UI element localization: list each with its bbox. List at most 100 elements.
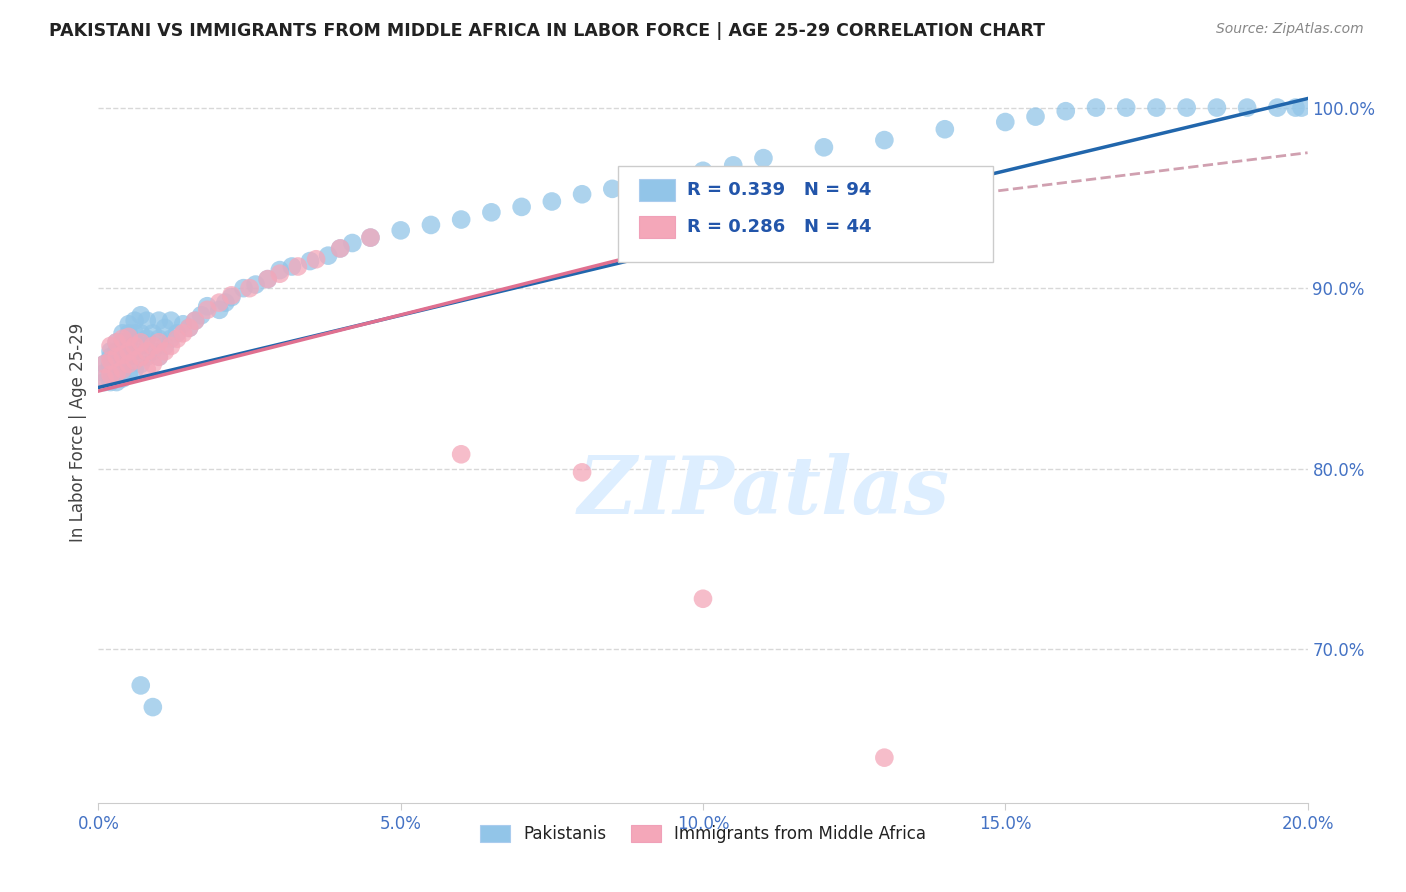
Point xyxy=(813,140,835,154)
Point xyxy=(105,362,128,376)
Point xyxy=(692,163,714,178)
Point xyxy=(111,348,134,362)
Point xyxy=(142,357,165,371)
Point xyxy=(129,357,152,371)
Point xyxy=(124,313,146,327)
Point xyxy=(135,332,157,346)
Point xyxy=(93,375,115,389)
Point xyxy=(389,223,412,237)
Point xyxy=(661,169,683,184)
Point xyxy=(1236,101,1258,115)
Point xyxy=(269,263,291,277)
Point xyxy=(239,281,262,295)
Point xyxy=(1267,101,1289,115)
Text: R = 0.286   N = 44: R = 0.286 N = 44 xyxy=(688,218,872,235)
Point xyxy=(111,326,134,341)
Point xyxy=(1206,101,1229,115)
Point xyxy=(994,115,1017,129)
FancyBboxPatch shape xyxy=(619,166,993,262)
Point xyxy=(93,357,115,371)
Point xyxy=(105,335,128,350)
Point xyxy=(221,290,243,304)
Point xyxy=(153,339,176,353)
Point xyxy=(129,350,152,364)
Point xyxy=(450,212,472,227)
Point xyxy=(148,335,170,350)
Point xyxy=(172,326,194,341)
Point xyxy=(166,332,188,346)
Point xyxy=(111,371,134,385)
Point xyxy=(111,353,134,368)
Point xyxy=(256,272,278,286)
Point xyxy=(1284,101,1306,115)
Point xyxy=(184,313,207,327)
Point xyxy=(100,353,122,368)
Point xyxy=(118,318,141,332)
Point xyxy=(299,254,322,268)
Point xyxy=(540,194,562,209)
Point xyxy=(135,344,157,359)
Point xyxy=(184,313,207,327)
Point xyxy=(329,242,352,256)
Point xyxy=(450,447,472,461)
Point xyxy=(118,350,141,364)
Point xyxy=(1085,101,1108,115)
Point xyxy=(111,344,134,359)
Point xyxy=(692,591,714,606)
Point xyxy=(105,366,128,380)
Point xyxy=(111,362,134,376)
Point xyxy=(105,335,128,350)
Point xyxy=(129,339,152,353)
Point xyxy=(111,332,134,346)
Legend: Pakistanis, Immigrants from Middle Africa: Pakistanis, Immigrants from Middle Afric… xyxy=(472,819,934,850)
Point xyxy=(105,375,128,389)
Point xyxy=(142,326,165,341)
Point xyxy=(124,353,146,368)
Text: Source: ZipAtlas.com: Source: ZipAtlas.com xyxy=(1216,22,1364,37)
Point xyxy=(256,272,278,286)
Point xyxy=(221,288,243,302)
Point xyxy=(179,321,201,335)
Point xyxy=(100,375,122,389)
Point xyxy=(124,344,146,359)
Point xyxy=(142,339,165,353)
Point xyxy=(305,252,328,267)
Point xyxy=(160,332,183,346)
Point xyxy=(631,177,654,191)
Point xyxy=(160,339,183,353)
Point xyxy=(142,344,165,359)
Point xyxy=(100,344,122,359)
Point xyxy=(105,357,128,371)
Point xyxy=(93,357,115,371)
Point xyxy=(1291,101,1313,115)
Point xyxy=(111,335,134,350)
Point xyxy=(100,357,122,371)
Point xyxy=(214,295,236,310)
Point xyxy=(118,330,141,344)
Bar xyxy=(638,178,675,201)
Point xyxy=(360,230,382,244)
Point xyxy=(105,344,128,359)
Point xyxy=(1175,101,1198,115)
Point xyxy=(118,357,141,371)
Point xyxy=(873,133,896,147)
Point xyxy=(602,182,624,196)
Point xyxy=(195,299,218,313)
Point xyxy=(124,326,146,341)
Point xyxy=(752,151,775,165)
Point xyxy=(208,295,231,310)
Point xyxy=(148,313,170,327)
Bar xyxy=(638,216,675,238)
Point xyxy=(571,466,593,480)
Point xyxy=(105,350,128,364)
Point xyxy=(1144,101,1167,115)
Point xyxy=(129,678,152,692)
Point xyxy=(135,350,157,364)
Point xyxy=(287,260,309,274)
Point xyxy=(510,200,533,214)
Point xyxy=(153,321,176,335)
Point xyxy=(118,335,141,350)
Point xyxy=(105,350,128,364)
Point xyxy=(93,371,115,385)
Point xyxy=(166,326,188,341)
